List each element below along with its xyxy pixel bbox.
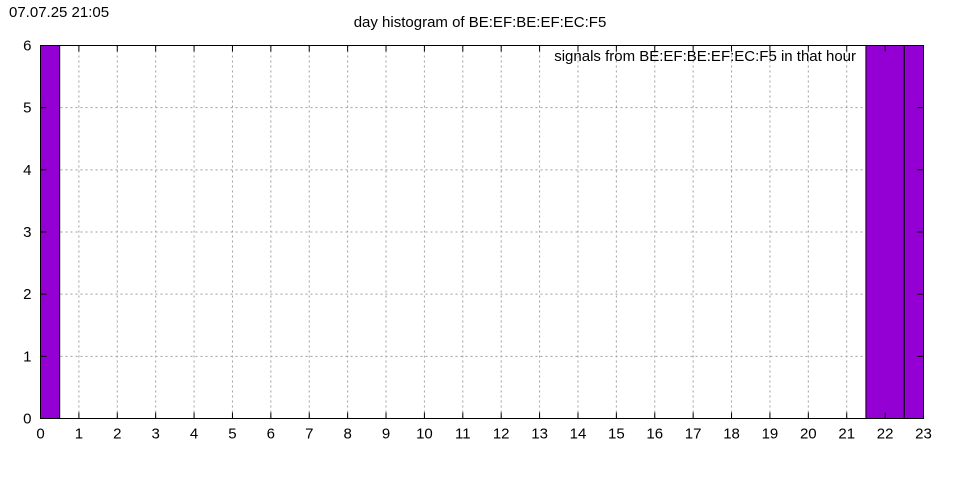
x-tick-label: 6: [267, 426, 275, 443]
y-tick-label: 3: [23, 224, 31, 241]
x-tick-label: 9: [382, 426, 390, 443]
x-tick-label: 8: [343, 426, 351, 443]
legend-label: signals from BE:EF:BE:EF:EC:F5 in that h…: [554, 48, 856, 65]
x-tick-label: 23: [915, 426, 932, 443]
y-tick-label: 5: [23, 100, 31, 117]
axis-ticks: 0 1 2 3 4 5 6 7 8 9 10 11 12 13 14 15 16 17 18 19 20 21 22 2301…: [23, 38, 932, 443]
x-tick-label: 7: [305, 426, 313, 443]
chart-title: day histogram of BE:EF:BE:EF:EC:F5: [354, 14, 607, 31]
timestamp: 07.07.25 21:05: [9, 4, 110, 21]
x-tick-label: 1: [75, 426, 83, 443]
histogram-bar: [865, 45, 905, 419]
x-tick-label: 5: [228, 426, 236, 443]
x-tick-label: 3: [152, 426, 160, 443]
y-tick-label: 6: [23, 38, 31, 55]
x-tick-label: 14: [570, 426, 587, 443]
x-tick-label: 10: [416, 426, 433, 443]
x-tick-label: 16: [646, 426, 663, 443]
y-tick-label: 1: [23, 348, 31, 365]
x-tick-label: 4: [190, 426, 198, 443]
x-tick-label: 2: [113, 426, 121, 443]
x-tick-label: 22: [877, 426, 894, 443]
x-tick-label: 11: [455, 426, 471, 443]
y-tick-label: 0: [23, 411, 31, 428]
x-tick-label: 12: [493, 426, 510, 443]
x-tick-label: 17: [685, 426, 702, 443]
x-tick-label: 21: [838, 426, 855, 443]
x-tick-label: 0: [36, 426, 44, 443]
x-tick-label: 15: [608, 426, 625, 443]
x-tick-label: 19: [762, 426, 779, 443]
y-tick-label: 2: [23, 286, 31, 303]
bars: [40, 45, 924, 419]
x-tick-label: 18: [723, 426, 740, 443]
x-tick-label: 13: [531, 426, 548, 443]
grid: [40, 45, 924, 419]
y-tick-label: 4: [23, 162, 31, 179]
x-tick-label: 20: [800, 426, 817, 443]
